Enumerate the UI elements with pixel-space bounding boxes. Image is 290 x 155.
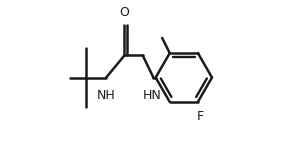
Text: NH: NH: [97, 89, 115, 102]
Text: HN: HN: [143, 89, 162, 102]
Text: F: F: [197, 110, 204, 123]
Text: O: O: [119, 6, 129, 19]
